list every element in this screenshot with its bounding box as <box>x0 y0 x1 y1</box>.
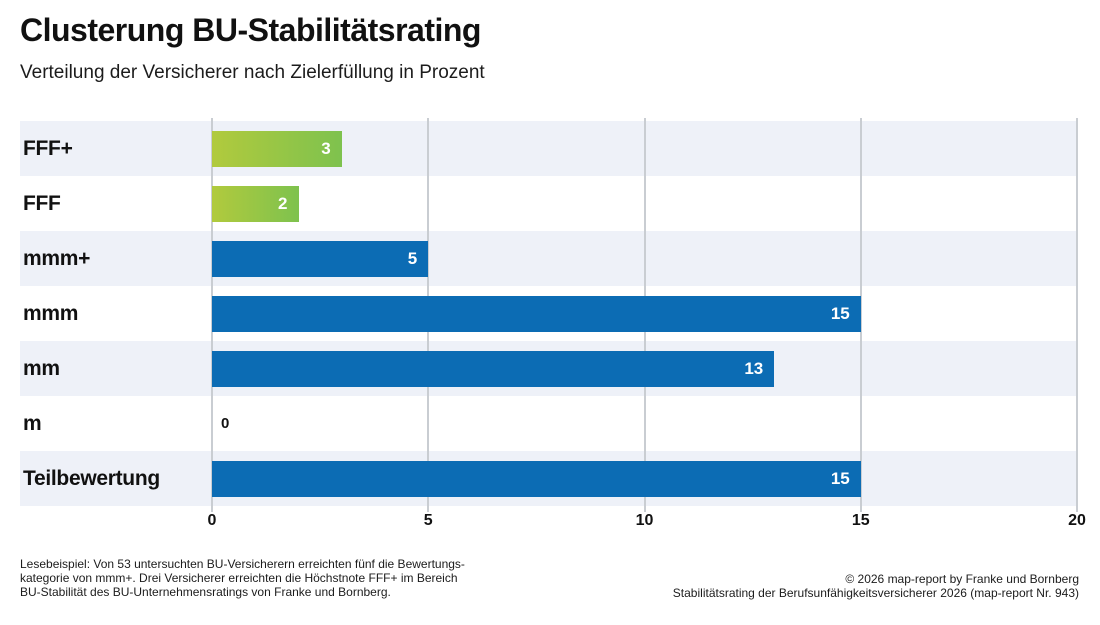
gridline <box>1076 118 1078 512</box>
bar: 15 <box>212 460 861 497</box>
bar: 15 <box>212 295 861 332</box>
chart-row: FFF <box>20 176 1078 231</box>
chart: FFF+ 3 FFF 2 mmm+ 5 mmm 15 mm 13 m 0 Teilbewertung 15… <box>20 118 1086 529</box>
page-title: Clusterung BU-Stabilitätsrating <box>20 12 481 48</box>
category-label: FFF+ <box>23 136 73 160</box>
bar-value-label: 13 <box>744 358 764 378</box>
x-tick-label: 10 <box>635 512 654 529</box>
footnote: Lesebeispiel: Von 53 untersuchten BU-Ver… <box>20 557 465 599</box>
chart-row: FFF+ <box>20 121 1078 176</box>
footnote-line: BU-Stabilität des BU-Unternehmensratings… <box>20 585 391 599</box>
category-label: mmm+ <box>23 246 91 270</box>
category-label: Teilbewertung <box>23 466 160 490</box>
copyright-line: Stabilitätsrating der Berufsunfähigkeits… <box>672 586 1079 600</box>
x-tick-label: 5 <box>423 512 433 529</box>
x-tick-label: 0 <box>207 512 217 529</box>
category-label: mmm <box>23 301 79 325</box>
category-label: m <box>23 411 42 435</box>
x-tick-label: 15 <box>851 512 870 529</box>
bar: 3 <box>212 130 342 167</box>
bar: 5 <box>212 240 429 277</box>
page-subtitle: Verteilung der Versicherer nach Zielerfü… <box>20 62 485 83</box>
chart-row: mmm <box>20 286 1078 341</box>
category-label: mm <box>23 356 60 380</box>
category-label: FFF <box>23 191 61 215</box>
chart-row: mmm+ <box>20 231 1078 286</box>
copyright-line: © 2026 map-report by Franke und Bornberg <box>845 572 1079 586</box>
chart-row: m <box>20 396 1078 451</box>
bar-value-label: 15 <box>830 468 850 488</box>
bar: 13 <box>212 350 775 387</box>
bar-value-label: 0 <box>221 415 230 432</box>
bar-value-label: 15 <box>830 303 850 323</box>
bar-value-label: 5 <box>407 248 418 268</box>
footnote-line: Lesebeispiel: Von 53 untersuchten BU-Ver… <box>20 557 465 571</box>
footnote-line: kategorie von mmm+. Drei Versicherer err… <box>20 571 458 585</box>
gridline <box>859 118 862 512</box>
bar-value-label: 2 <box>278 193 288 213</box>
copyright-note: © 2026 map-report by Franke und Bornberg… <box>673 572 1079 600</box>
bar: 2 <box>212 185 299 222</box>
bar-value-label: 3 <box>321 138 331 158</box>
x-tick-label: 20 <box>1068 512 1086 529</box>
